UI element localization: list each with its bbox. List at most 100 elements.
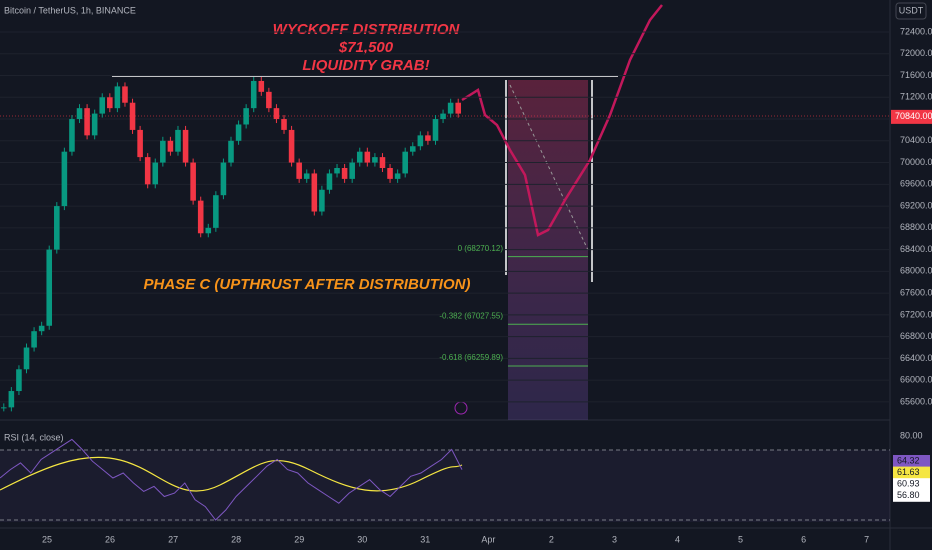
candle — [303, 173, 310, 179]
candle — [235, 124, 242, 141]
price-label: 68800.00 — [900, 222, 932, 232]
candle — [341, 168, 348, 179]
currency-label[interactable]: USDT — [899, 5, 924, 15]
price-label: 71600.00 — [900, 70, 932, 80]
candle — [394, 173, 401, 179]
candle — [356, 151, 363, 163]
price-label: 68000.00 — [900, 266, 932, 276]
candle — [160, 140, 166, 163]
candle — [122, 86, 128, 103]
candle — [432, 119, 439, 141]
date-label: 6 — [801, 534, 806, 544]
candle — [288, 129, 295, 163]
candle — [213, 195, 219, 228]
fib-label: 0 (68270.12) — [458, 244, 504, 253]
rsi-tag — [893, 455, 930, 467]
candle — [99, 97, 106, 114]
candle — [258, 80, 265, 92]
candle — [144, 157, 151, 185]
candle — [107, 97, 113, 109]
date-label: 3 — [612, 534, 617, 544]
candle — [8, 391, 15, 408]
candle — [197, 200, 204, 234]
candle — [205, 227, 212, 234]
phase-annotation: PHASE C (UPTHRUST AFTER DISTRIBUTION) — [144, 276, 471, 293]
annotation-line: WYCKOFF DISTRIBUTION — [273, 21, 461, 38]
date-label: 2 — [549, 534, 554, 544]
date-label: Apr — [481, 534, 495, 544]
price-label: 66800.00 — [900, 331, 932, 341]
date-label: 4 — [675, 534, 680, 544]
price-label: 70000.00 — [900, 157, 932, 167]
candle — [409, 146, 416, 152]
candle — [319, 189, 325, 212]
price-label: 67200.00 — [900, 309, 932, 319]
candle — [243, 108, 249, 125]
candle — [91, 113, 98, 136]
candle — [76, 108, 83, 120]
rsi-tag — [893, 466, 930, 479]
rsi-tag-label: 64.32 — [897, 455, 920, 465]
fib-diagonal — [509, 84, 589, 251]
candle — [266, 91, 272, 109]
symbol-title: Bitcoin / TetherUS, 1h, BINANCE — [4, 5, 136, 15]
candle — [379, 157, 386, 168]
candle — [167, 140, 174, 152]
annotation-line: LIQUIDITY GRAB! — [302, 57, 429, 74]
candle — [296, 162, 302, 179]
candle — [455, 102, 461, 114]
price-label: 69200.00 — [900, 200, 932, 210]
candle — [69, 119, 75, 152]
candle — [54, 206, 60, 250]
rsi-tag-label: 61.63 — [897, 467, 920, 477]
candle — [228, 140, 234, 163]
candle — [1, 407, 7, 409]
fib-label: -0.618 (66259.89) — [439, 353, 503, 362]
candle — [447, 102, 454, 114]
candle — [114, 86, 121, 109]
date-label: 7 — [864, 534, 869, 544]
last-price-label: 70840.00 — [895, 111, 932, 121]
currency-button[interactable] — [895, 2, 927, 20]
rsi-tag-label: 60.93 — [897, 479, 920, 489]
candle — [137, 129, 143, 158]
date-label: 26 — [105, 534, 115, 544]
price-label: 72000.00 — [900, 48, 932, 58]
annotation-line: $71,500 — [338, 39, 394, 56]
candle — [402, 151, 408, 174]
rsi-title: RSI (14, close) — [4, 432, 64, 442]
candle — [250, 80, 257, 109]
price-label: 69600.00 — [900, 179, 932, 189]
candle — [38, 325, 45, 332]
price-label: 68400.00 — [900, 244, 932, 254]
price-label: 65600.00 — [900, 396, 932, 406]
candle — [84, 108, 90, 136]
price-label: 70400.00 — [900, 135, 932, 145]
candle — [190, 162, 196, 201]
date-label: 25 — [42, 534, 52, 544]
candle — [220, 162, 227, 196]
price-label: 66000.00 — [900, 375, 932, 385]
candle — [281, 119, 287, 130]
projection-path — [461, 4, 663, 237]
candle — [349, 162, 355, 179]
candle — [16, 369, 22, 392]
candle — [417, 135, 424, 147]
candle — [334, 168, 340, 174]
candle — [129, 102, 136, 130]
fib-label: -0.382 (67027.55) — [439, 311, 503, 320]
candle — [364, 151, 371, 163]
date-label: 5 — [738, 534, 743, 544]
date-label: 27 — [168, 534, 178, 544]
rsi-line — [0, 438, 463, 521]
rsi-tick: 80.00 — [900, 430, 923, 440]
candle — [387, 168, 393, 179]
candle — [46, 249, 53, 326]
price-label: 66400.00 — [900, 353, 932, 363]
rsi-tag-label: 56.80 — [897, 490, 920, 500]
rsi-tag — [893, 489, 930, 502]
candle — [425, 135, 431, 141]
date-label: 30 — [357, 534, 367, 544]
price-label: 72400.00 — [900, 26, 932, 36]
